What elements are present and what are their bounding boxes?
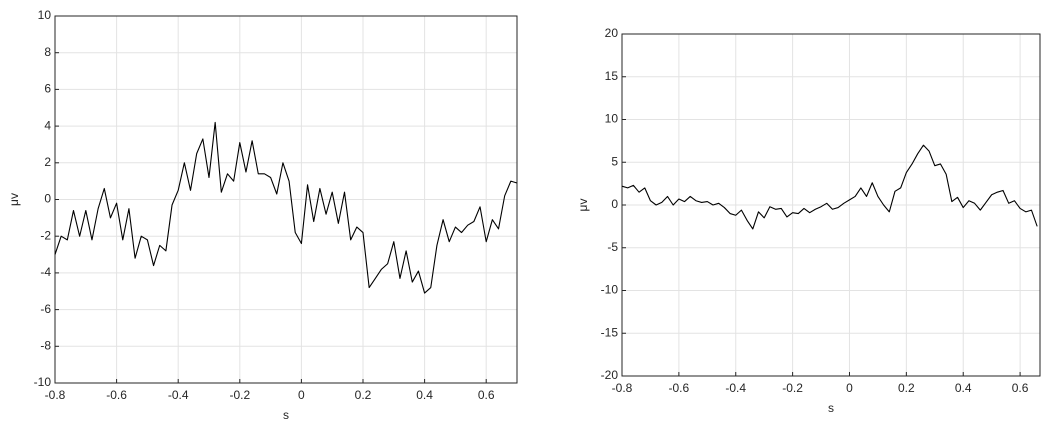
x-tick-label: -0.2 [229,388,250,402]
y-tick-label: -15 [601,325,619,339]
x-tick-label: 0.4 [955,381,972,395]
x-tick-label: -0.2 [782,381,803,395]
x-axis-label: s [828,401,834,415]
y-tick-label: 15 [605,69,619,83]
y-tick-label: -20 [601,368,619,382]
x-tick-label: 0.6 [1012,381,1029,395]
x-tick-label: -0.8 [612,381,633,395]
y-tick-label: 2 [44,155,51,169]
x-tick-label: 0.2 [898,381,915,395]
x-tick-label: 0 [846,381,853,395]
y-tick-label: -4 [40,265,51,279]
x-tick-label: -0.6 [669,381,690,395]
y-axis-label: μv [576,199,590,212]
y-tick-label: 0 [44,192,51,206]
y-tick-label: -10 [601,283,619,297]
y-tick-label: 20 [605,26,619,40]
y-tick-label: 4 [44,118,51,132]
x-tick-label: -0.6 [106,388,127,402]
x-tick-label: 0 [298,388,305,402]
x-tick-label: 0.6 [478,388,495,402]
y-tick-label: -6 [40,302,51,316]
y-tick-label: -2 [40,228,51,242]
y-tick-label: -5 [607,240,618,254]
y-tick-label: 0 [611,197,618,211]
data-line [621,144,1038,230]
y-tick-label: 10 [38,8,52,22]
y-tick-label: 5 [611,154,618,168]
y-tick-label: 10 [605,112,619,126]
y-tick-label: -8 [40,338,51,352]
axes-box [54,15,518,384]
x-tick-label: -0.8 [45,388,66,402]
y-axis-label: μv [7,193,21,206]
x-tick-label: 0.2 [355,388,372,402]
x-tick-label: 0.4 [416,388,433,402]
y-tick-label: 8 [44,45,51,59]
x-axis-label: s [283,408,289,422]
x-tick-label: -0.4 [725,381,746,395]
y-tick-label: 6 [44,82,51,96]
x-tick-label: -0.4 [168,388,189,402]
data-line [54,121,518,294]
axes-box [621,33,1041,377]
y-tick-label: -10 [34,375,52,389]
